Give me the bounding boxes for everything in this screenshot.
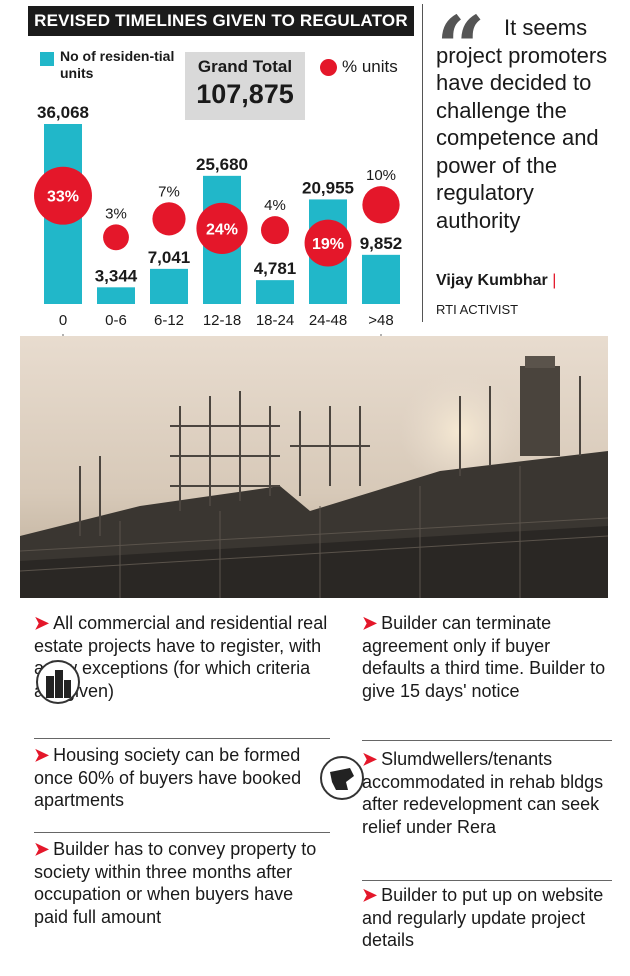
bar-value-label: 7,041 bbox=[148, 248, 191, 267]
bar bbox=[97, 287, 135, 304]
x-tick-label: 24-48 bbox=[309, 312, 347, 329]
bar bbox=[150, 268, 188, 304]
percent-dot bbox=[304, 219, 352, 267]
percent-dot bbox=[261, 216, 289, 245]
quote-author-name: Vijay Kumbhar bbox=[436, 272, 548, 289]
percent-label: 4% bbox=[264, 197, 286, 214]
quote-text: It seems project promoters have decided … bbox=[436, 15, 608, 233]
bullet-text: Builder has to convey property to societ… bbox=[34, 839, 317, 927]
percent-label: 19% bbox=[312, 236, 344, 253]
legend-dot-label: % units bbox=[342, 57, 398, 76]
x-tick-label: 0 bbox=[59, 312, 67, 329]
legend-dot-swatch bbox=[320, 59, 337, 76]
bullet-item: ➤ Housing society can be formed once 60% … bbox=[34, 744, 330, 812]
bullet-item: ➤ Builder to put up on website and regula… bbox=[362, 884, 612, 952]
chart-title: REVISED TIMELINES GIVEN TO REGULATOR bbox=[28, 6, 414, 36]
quote-separator: | bbox=[552, 272, 557, 289]
bar-value-label: 4,781 bbox=[254, 259, 297, 278]
percent-label: 7% bbox=[158, 183, 180, 200]
bullet-text: Builder to put up on website and regular… bbox=[362, 885, 604, 950]
construction-photo bbox=[20, 336, 608, 598]
quote-author-role: RTI ACTIVIST bbox=[436, 302, 519, 317]
percent-dot bbox=[103, 224, 129, 251]
arrow-right-icon: ➤ bbox=[362, 749, 378, 769]
x-tick-label: 0-6 bbox=[105, 312, 127, 329]
bullet-text: Housing society can be formed once 60% o… bbox=[34, 745, 302, 810]
bullet-item: ➤ Builder has to convey property to socie… bbox=[34, 838, 330, 928]
bar-chart: 36,068 0 33% 3,344 0-6 3% 7,041 6-12 7% 25,680 12-… bbox=[34, 103, 403, 356]
bar bbox=[362, 254, 400, 304]
quote-author: Vijay Kumbhar | bbox=[436, 272, 556, 290]
bullet-item: ➤ All commercial and residential real est… bbox=[34, 612, 330, 702]
percent-dot bbox=[34, 166, 92, 225]
separator bbox=[34, 832, 330, 833]
bar-value-label: 25,680 bbox=[196, 155, 248, 174]
bar-value-label: 20,955 bbox=[302, 178, 354, 197]
legend-bar-label: No of residen-tial units bbox=[60, 48, 175, 81]
bullet-text: Builder can terminate agreement only if … bbox=[362, 613, 606, 701]
bar bbox=[256, 280, 294, 304]
legend-bar-swatch bbox=[40, 52, 54, 66]
percent-label: 33% bbox=[47, 189, 79, 206]
bullet-text: All commercial and residential real esta… bbox=[34, 613, 328, 701]
x-tick-label: 18-24 bbox=[256, 312, 294, 329]
hand-icon bbox=[320, 756, 364, 800]
grand-total-label: Grand Total bbox=[197, 57, 293, 76]
bullet-text: Slumdwellers/tenants accommodated in reh… bbox=[362, 749, 604, 837]
percent-label: 10% bbox=[366, 167, 396, 184]
bar-value-label: 3,344 bbox=[95, 266, 138, 285]
x-tick-label: >48 bbox=[368, 312, 393, 329]
bar-value-label: 9,852 bbox=[360, 234, 403, 253]
bullet-item: ➤ Slumdwellers/tenants accommodated in re… bbox=[362, 748, 612, 838]
grand-total-value: 107,875 bbox=[196, 79, 294, 109]
quote-icon: “ bbox=[436, 0, 486, 99]
percent-label: 24% bbox=[206, 221, 238, 238]
buildings-icon bbox=[36, 660, 80, 704]
arrow-right-icon: ➤ bbox=[362, 613, 378, 633]
arrow-right-icon: ➤ bbox=[34, 613, 50, 633]
arrow-right-icon: ➤ bbox=[34, 839, 50, 859]
percent-label: 3% bbox=[105, 205, 127, 222]
separator bbox=[362, 880, 612, 881]
bar-value-label: 36,068 bbox=[37, 103, 89, 122]
grand-total-box: Grand Total 107,875 bbox=[185, 52, 305, 120]
percent-dot bbox=[152, 202, 186, 236]
separator bbox=[362, 740, 612, 741]
percent-dot bbox=[196, 202, 248, 254]
x-tick-label: 6-12 bbox=[154, 312, 184, 329]
divider bbox=[422, 4, 423, 322]
arrow-right-icon: ➤ bbox=[34, 745, 50, 765]
separator bbox=[34, 738, 330, 739]
bullet-item: ➤ Builder can terminate agreement only if… bbox=[362, 612, 612, 702]
percent-dot bbox=[362, 186, 400, 224]
x-tick-label: 12-18 bbox=[203, 312, 241, 329]
arrow-right-icon: ➤ bbox=[362, 885, 378, 905]
